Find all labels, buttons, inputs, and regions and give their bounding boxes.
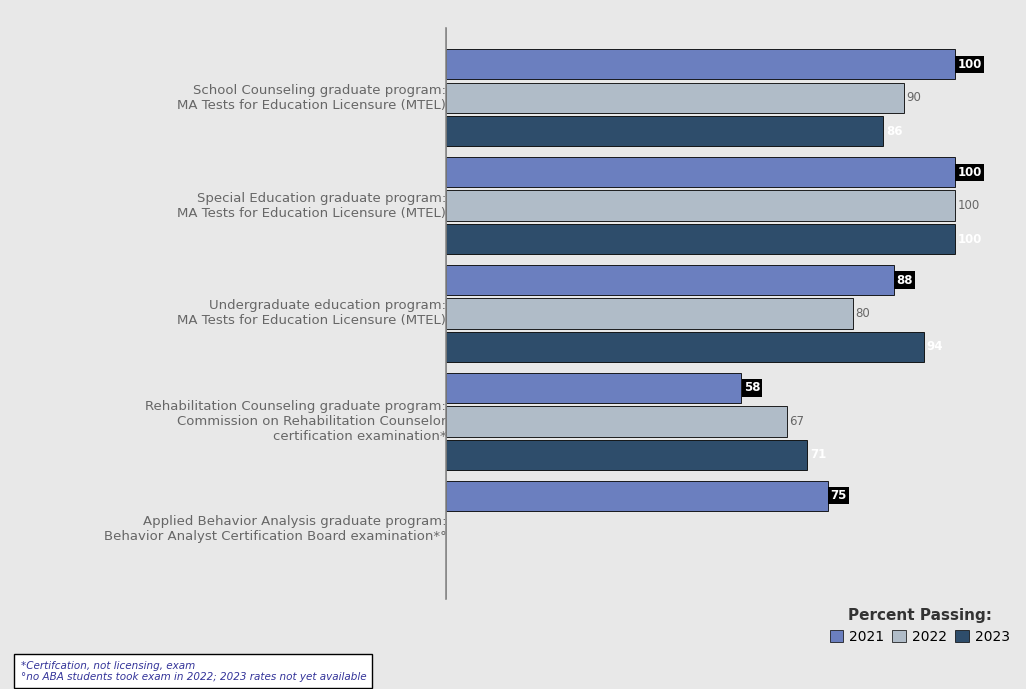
Text: 100: 100 [957,233,982,245]
Text: *Certifcation, not licensing, exam
°no ABA students took exam in 2022; 2023 rate: *Certifcation, not licensing, exam °no A… [21,661,366,682]
Text: 100: 100 [957,165,982,178]
Text: 71: 71 [810,449,826,462]
Bar [446,373,741,403]
Text: Special Education graduate program:
MA Tests for Education Licensure (MTEL): Special Education graduate program: MA T… [177,192,446,220]
Text: Rehabilitation Counseling graduate program:
Commission on Rehabilitation Counsel: Rehabilitation Counseling graduate progr… [146,400,446,443]
Text: 58: 58 [744,382,760,394]
Text: 100: 100 [957,199,980,212]
Bar [446,407,787,437]
Bar [446,49,954,79]
Text: 88: 88 [896,274,913,287]
Text: Applied Behavior Analysis graduate program:
Behavior Analyst Certification Board: Applied Behavior Analysis graduate progr… [104,515,446,544]
Legend: 2021, 2022, 2023: 2021, 2022, 2023 [830,608,1010,644]
Bar [446,298,853,329]
Bar [446,440,807,470]
Bar [446,224,954,254]
Text: School Counseling graduate program:
MA Tests for Education Licensure (MTEL): School Counseling graduate program: MA T… [177,83,446,112]
Text: 86: 86 [886,125,903,138]
Bar [446,116,883,146]
Text: 75: 75 [830,489,846,502]
Text: 94: 94 [926,340,943,353]
Bar [446,83,904,113]
Bar [446,190,954,220]
Text: 80: 80 [856,307,870,320]
Text: 90: 90 [906,91,921,104]
Text: Undergraduate education program:
MA Tests for Education Licensure (MTEL): Undergraduate education program: MA Test… [177,300,446,327]
Text: 67: 67 [789,415,804,428]
Bar [446,265,894,295]
Bar [446,332,924,362]
Bar [446,157,954,187]
Text: 100: 100 [957,58,982,71]
Bar [446,481,828,511]
